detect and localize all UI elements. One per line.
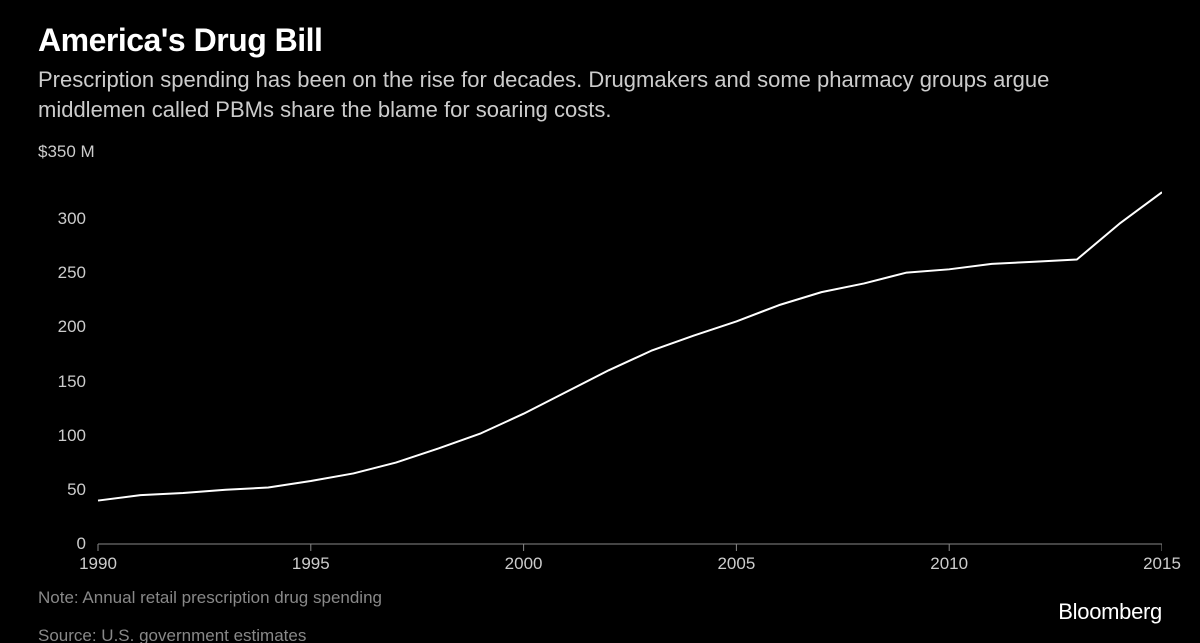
brand-label: Bloomberg <box>1058 599 1162 625</box>
x-tick-label: 2000 <box>494 554 554 574</box>
chart-note-2: Source: U.S. government estimates <box>38 624 1162 643</box>
chart-subtitle: Prescription spending has been on the ri… <box>38 65 1158 124</box>
y-tick-label: 300 <box>38 209 86 229</box>
y-tick-label: 150 <box>38 372 86 392</box>
chart-note-1: Note: Annual retail prescription drug sp… <box>38 586 1162 610</box>
y-tick-label: 200 <box>38 317 86 337</box>
x-tick-label: 1995 <box>281 554 341 574</box>
x-tick-label: 2010 <box>919 554 979 574</box>
chart-title: America's Drug Bill <box>38 22 1162 59</box>
x-tick-label: 1990 <box>68 554 128 574</box>
y-tick-label: 50 <box>38 480 86 500</box>
y-tick-label: 100 <box>38 426 86 446</box>
chart-container: America's Drug Bill Prescription spendin… <box>0 0 1200 643</box>
chart-area: $350 M 050100150200250300199019952000200… <box>38 142 1162 572</box>
x-tick-label: 2015 <box>1132 554 1192 574</box>
spending-line <box>98 193 1162 501</box>
y-tick-label: 250 <box>38 263 86 283</box>
y-tick-label: 0 <box>38 534 86 554</box>
line-chart-svg <box>38 142 1162 554</box>
x-tick-label: 2005 <box>706 554 766 574</box>
